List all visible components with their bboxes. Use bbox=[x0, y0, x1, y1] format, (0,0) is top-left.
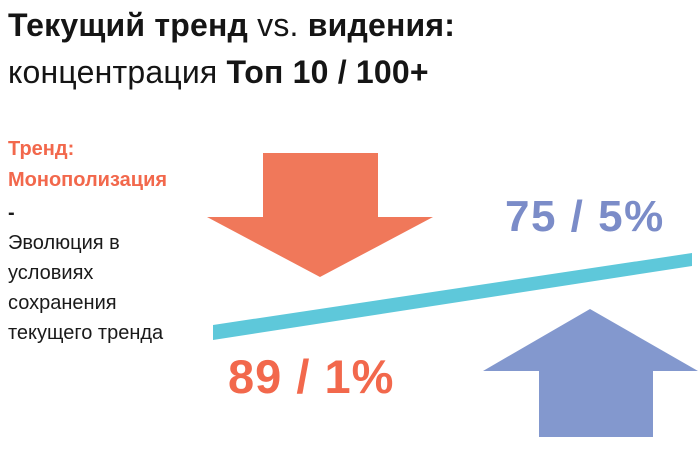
vision-value-label: 75 / 5% bbox=[505, 192, 665, 241]
slide-title: Текущий тренд vs. видения: концентрация Т… bbox=[8, 2, 455, 96]
up-arrow-icon bbox=[483, 309, 698, 437]
title-line1-bold-a: Текущий тренд bbox=[8, 7, 258, 43]
trend-heading-line2: Монополизация bbox=[8, 169, 168, 191]
title-line2-regular: концентрация bbox=[8, 54, 227, 90]
trend-heading-line1: Тренд: bbox=[8, 138, 75, 160]
title-line2-bold: Топ 10 / 100+ bbox=[226, 54, 429, 90]
trend-dash: - bbox=[8, 202, 15, 224]
down-arrow-icon bbox=[207, 153, 433, 277]
title-line1-bold-b: видения: bbox=[307, 7, 456, 43]
trend-description: - Эволюция в условиях сохранения текущего… bbox=[8, 198, 193, 348]
trend-heading: Тренд: Монополизация bbox=[8, 134, 208, 196]
trend-description-text: Эволюция в условиях сохранения текущего … bbox=[8, 232, 164, 344]
title-line1-regular: vs. bbox=[257, 7, 308, 43]
rising-trend-line bbox=[213, 253, 692, 340]
trend-value-label: 89 / 1% bbox=[228, 350, 395, 403]
